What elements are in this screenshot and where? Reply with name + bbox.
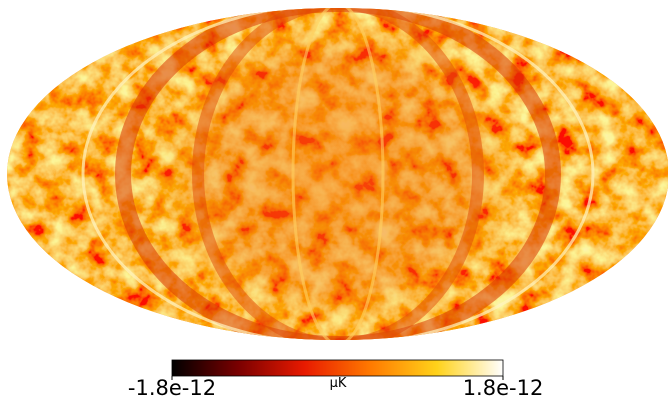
colorbar-unit: μK [330,376,347,391]
map-band [115,8,561,340]
map-stripe [291,8,385,340]
map-band [192,8,484,340]
sky-map [7,8,668,340]
map-stripe [81,8,595,340]
map-center [148,8,528,340]
colorbar [171,359,504,377]
